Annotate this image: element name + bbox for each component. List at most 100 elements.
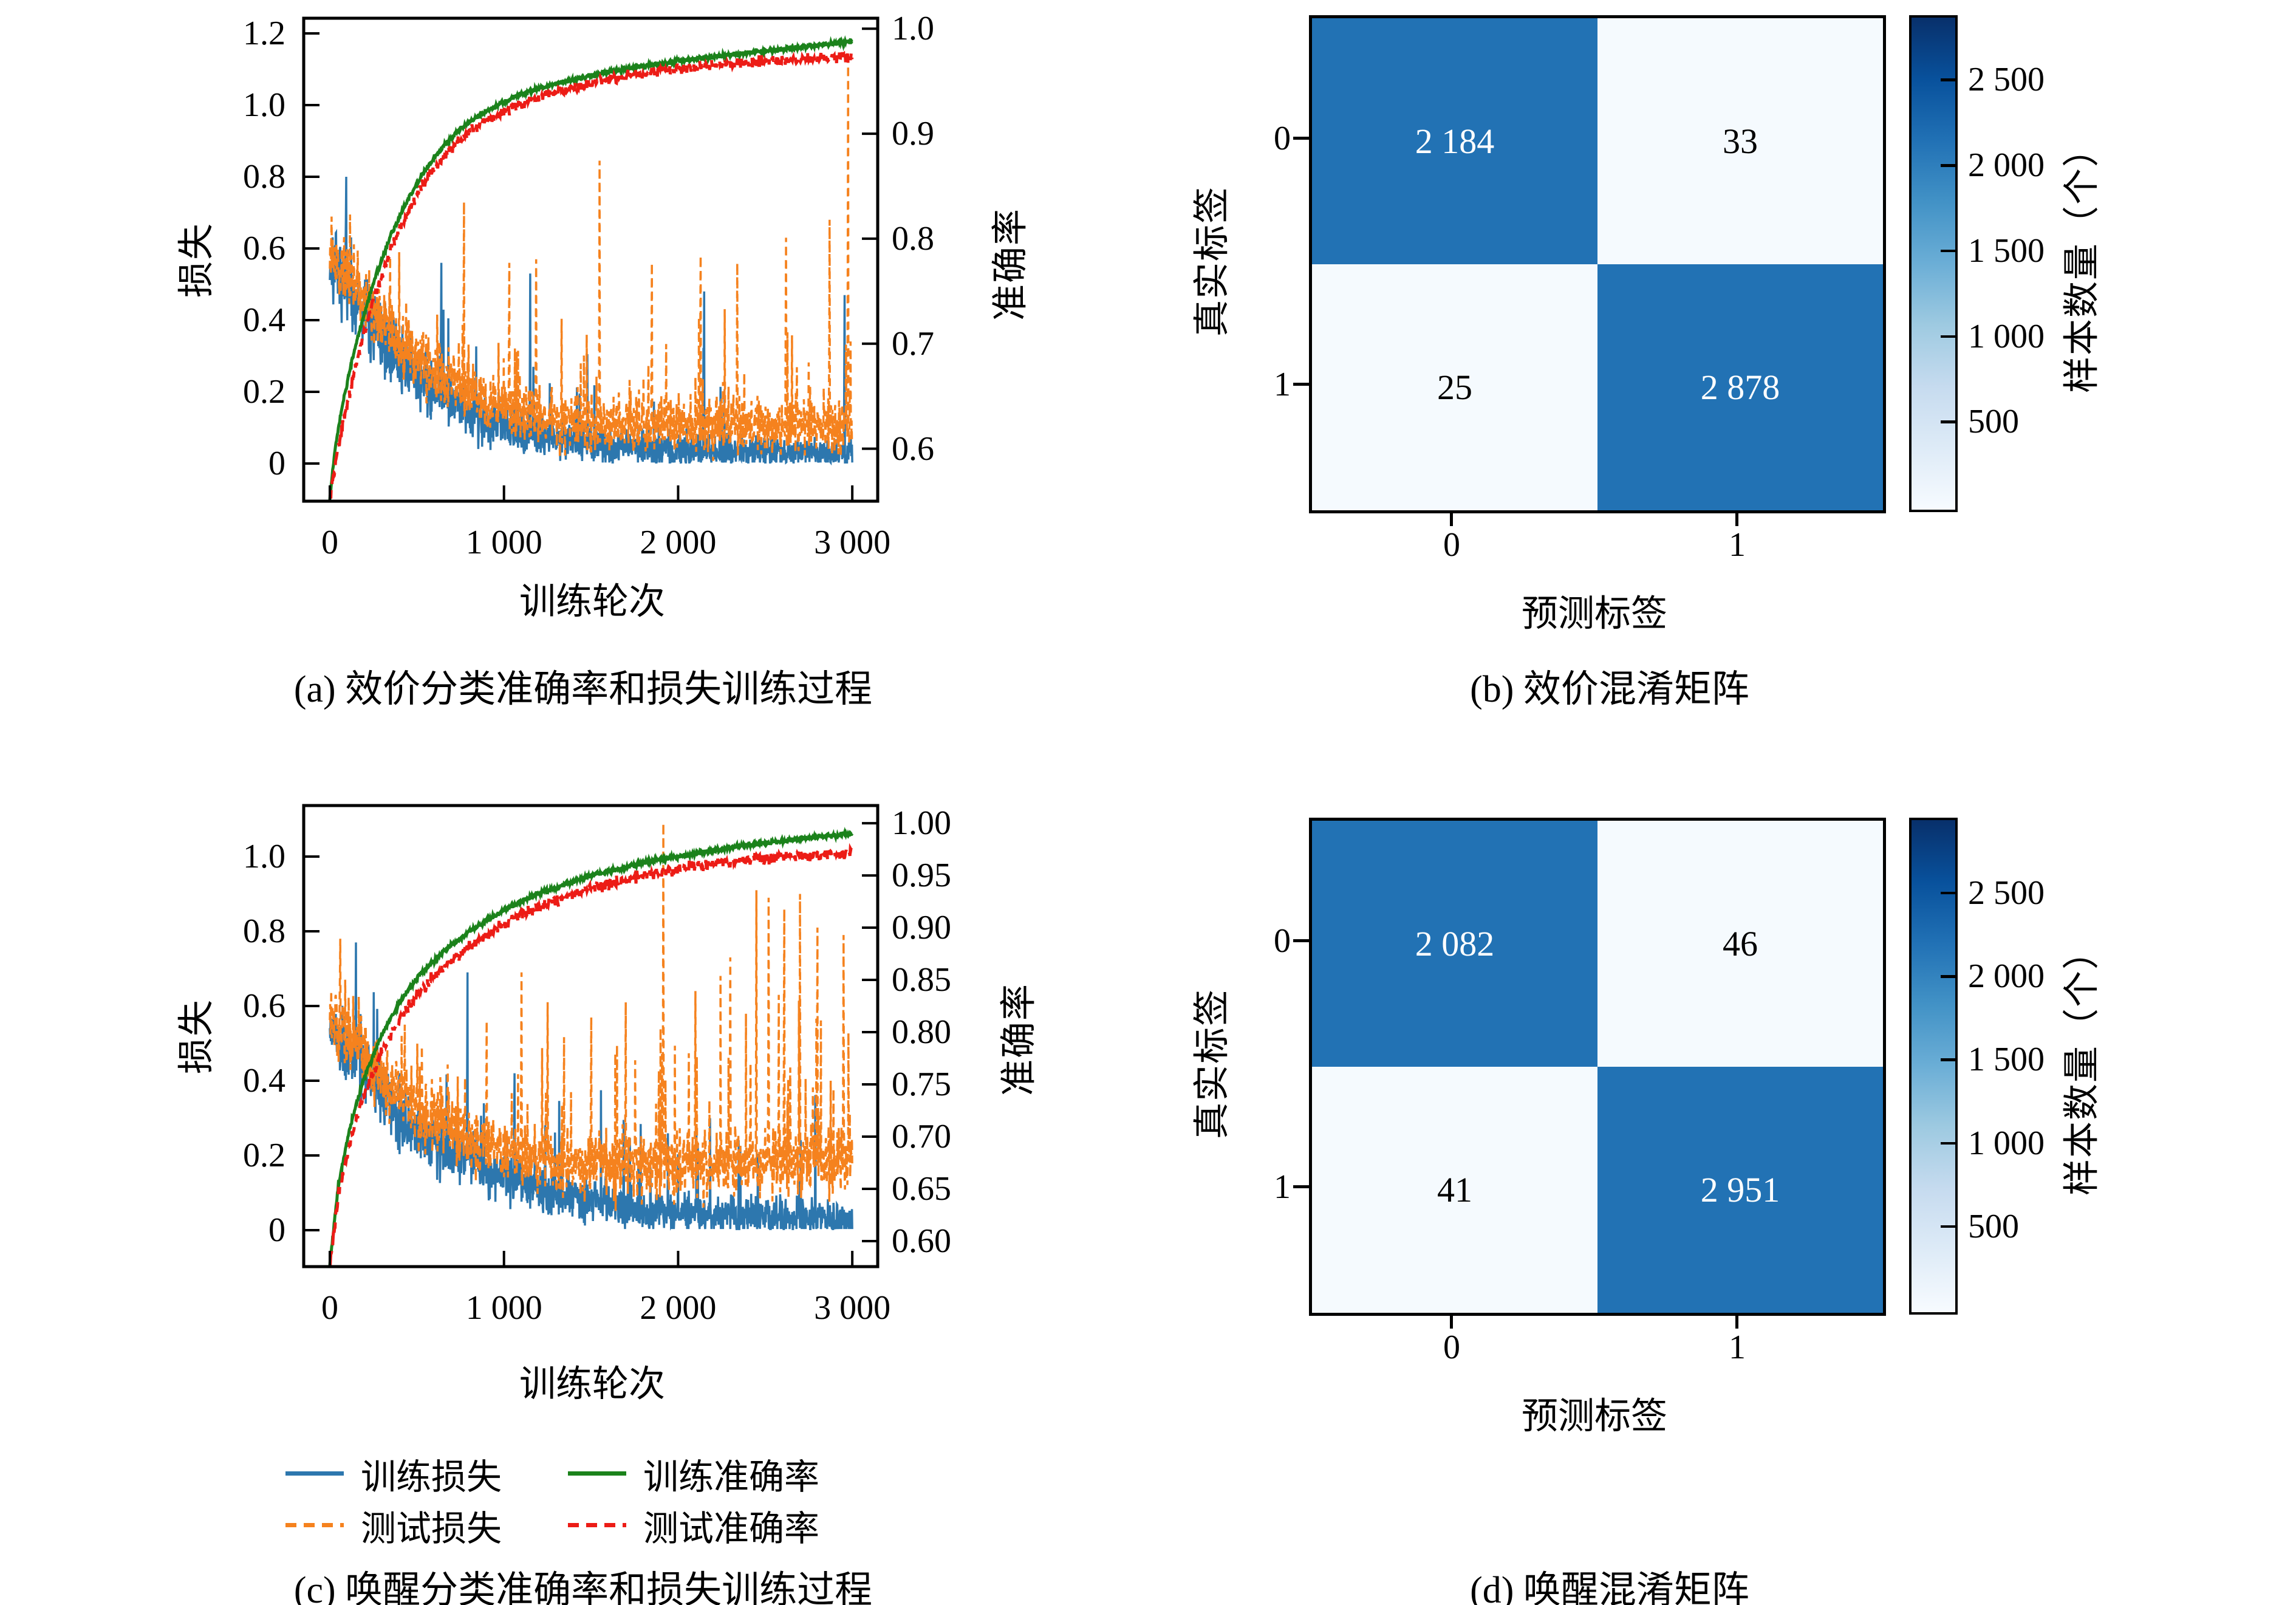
row-tick-mark bbox=[1293, 939, 1309, 942]
tick-label: 0.75 bbox=[892, 1066, 951, 1104]
row-tick-label-0: 0 bbox=[1274, 922, 1291, 960]
colorbar-tick-mark bbox=[1941, 975, 1955, 978]
row-tick-mark bbox=[1293, 137, 1309, 140]
matrix-cell-true1-pred0: 25 bbox=[1312, 264, 1597, 510]
x-axis-label-epochs: 训练轮次 bbox=[519, 1364, 665, 1405]
curve-训练准确率 bbox=[328, 35, 853, 500]
tick-label: 1 000 bbox=[465, 524, 542, 561]
curves bbox=[328, 823, 854, 1267]
tick-label: 0.90 bbox=[892, 909, 951, 947]
tick-label: 2 500 bbox=[1968, 61, 2045, 99]
curve-测试损失 bbox=[329, 58, 853, 461]
col-tick-label-0: 0 bbox=[1443, 526, 1460, 564]
legend-label-train-acc: 训练准确率 bbox=[643, 1457, 820, 1497]
tick-label: 0.2 bbox=[243, 1136, 285, 1174]
plot-box bbox=[302, 16, 880, 503]
curve-测试准确率 bbox=[328, 49, 854, 499]
tick-label: 0 bbox=[321, 524, 338, 561]
tick-label: 0.8 bbox=[243, 912, 285, 950]
legend-item-test-loss: 测试损失 bbox=[285, 1500, 568, 1551]
tick-label: 2 000 bbox=[640, 1289, 717, 1327]
matrix-cell-true1-pred0: 41 bbox=[1312, 1067, 1597, 1313]
tick-label: 0.7 bbox=[892, 324, 934, 363]
plot-box bbox=[302, 804, 880, 1268]
legend-label-test-acc: 测试准确率 bbox=[643, 1508, 820, 1549]
tick-label: 0.95 bbox=[892, 857, 951, 895]
tick-label: 500 bbox=[1968, 403, 2019, 441]
tick-label: 0 bbox=[321, 1289, 338, 1327]
row-tick-label-0: 0 bbox=[1274, 120, 1291, 157]
matrix-cell-true0-pred1: 46 bbox=[1597, 821, 1883, 1067]
tick-label: 1 000 bbox=[1968, 1124, 2045, 1162]
tick-label: 1.0 bbox=[243, 838, 285, 875]
tick-label: 0.80 bbox=[892, 1013, 951, 1052]
y-axis-label-accuracy: 准确率 bbox=[990, 208, 1031, 321]
legend-item-train-acc: 训练准确率 bbox=[568, 1448, 850, 1499]
tick-label: 0.70 bbox=[892, 1118, 951, 1156]
curves bbox=[328, 35, 854, 500]
legend-item-test-acc: 测试准确率 bbox=[568, 1500, 850, 1551]
row-tick-label-1: 1 bbox=[1274, 366, 1291, 403]
panel-valence-confusion-matrix: 2 184 33 25 2 878 0 1 0 1 真实标签 预测标签 样本数量… bbox=[1148, 0, 2296, 802]
colorbar-tick-mark bbox=[1941, 1058, 1955, 1061]
tick-label: 1.2 bbox=[243, 15, 285, 53]
caption-panel-b: (b) 效价混淆矩阵 bbox=[1470, 669, 1749, 710]
y-axis-label-true: 真实标签 bbox=[1192, 186, 1232, 337]
tick-label: 3 000 bbox=[814, 524, 891, 561]
tick-label: 2 000 bbox=[640, 524, 717, 561]
col-tick-label-0: 0 bbox=[1443, 1329, 1460, 1366]
y-axis-label-loss: 损失 bbox=[176, 222, 217, 298]
tick-label: 0 bbox=[268, 445, 285, 483]
tick-label: 1 000 bbox=[465, 1289, 542, 1327]
legend-line-test-loss bbox=[285, 1523, 344, 1527]
tick-label: 3 000 bbox=[814, 1289, 891, 1327]
colorbar-tick-mark bbox=[1941, 1141, 1955, 1145]
legend-label-test-loss: 测试损失 bbox=[361, 1508, 502, 1549]
tick-label: 0.85 bbox=[892, 961, 951, 999]
x-axis-label-predicted: 预测标签 bbox=[1522, 594, 1667, 634]
confusion-matrix-valence: 2 184 33 25 2 878 bbox=[1309, 15, 1886, 513]
row-tick-mark bbox=[1293, 1185, 1309, 1188]
tick-label: 0.6 bbox=[243, 230, 285, 268]
y-axis-label-true: 真实标签 bbox=[1192, 988, 1232, 1139]
line-chart-arousal bbox=[302, 804, 880, 1268]
colorbar-tick-mark bbox=[1941, 164, 1955, 167]
panel-arousal-training-curves: 损失 准确率 训练轮次 训练损失 测试损失 训练准确率 测试准确率 (c) 唤醒… bbox=[0, 802, 1148, 1605]
matrix-cell-true1-pred1: 2 878 bbox=[1597, 264, 1883, 510]
col-tick-label-1: 1 bbox=[1729, 1329, 1746, 1366]
tick-label: 2 000 bbox=[1968, 957, 2045, 996]
tick-label: 0 bbox=[268, 1211, 285, 1249]
tick-label: 0.65 bbox=[892, 1170, 951, 1208]
curve-测试准确率 bbox=[329, 843, 854, 1267]
legend-label-train-loss: 训练损失 bbox=[361, 1457, 502, 1497]
tick-label: 1.0 bbox=[892, 10, 934, 48]
caption-panel-c: (c) 唤醒分类准确率和损失训练过程 bbox=[293, 1570, 873, 1605]
matrix-cell-true0-pred1: 33 bbox=[1597, 18, 1883, 264]
colorbar-tick-mark bbox=[1941, 1225, 1955, 1228]
col-tick-mark bbox=[1735, 1313, 1738, 1329]
panel-valence-training-curves: 损失 准确率 训练轮次 (a) 效价分类准确率和损失训练过程 0 0.2 0.4 0.… bbox=[0, 0, 1148, 802]
matrix-cell-true1-pred1: 2 951 bbox=[1597, 1067, 1883, 1313]
tick-label: 500 bbox=[1968, 1207, 2019, 1245]
legend-line-train-loss bbox=[285, 1471, 344, 1476]
x-axis-label-predicted: 预测标签 bbox=[1522, 1396, 1667, 1437]
tick-label: 1 500 bbox=[1968, 231, 2045, 270]
tick-label: 1.00 bbox=[892, 804, 951, 843]
tick-label: 2 000 bbox=[1968, 146, 2045, 185]
col-tick-mark bbox=[1735, 510, 1738, 526]
colorbar-tick-mark bbox=[1941, 335, 1955, 338]
caption-panel-d: (d) 唤醒混淆矩阵 bbox=[1470, 1570, 1749, 1605]
caption-panel-a: (a) 效价分类准确率和损失训练过程 bbox=[293, 669, 873, 710]
confusion-matrix-arousal: 2 082 46 41 2 951 bbox=[1309, 818, 1886, 1316]
col-tick-label-1: 1 bbox=[1729, 526, 1746, 564]
curve-训练损失 bbox=[329, 942, 853, 1231]
matrix-cell-true0-pred0: 2 184 bbox=[1312, 18, 1597, 264]
matrix-cell-true0-pred0: 2 082 bbox=[1312, 821, 1597, 1067]
legend-line-test-acc bbox=[568, 1523, 626, 1527]
tick-label: 0.60 bbox=[892, 1222, 951, 1261]
colorbar-label: 样本数量（个） bbox=[2062, 129, 2102, 393]
tick-label: 0.8 bbox=[892, 219, 934, 258]
x-axis-label-epochs: 训练轮次 bbox=[519, 581, 665, 622]
panel-arousal-confusion-matrix: 2 082 46 41 2 951 0 1 0 1 真实标签 预测标签 样本数量… bbox=[1148, 802, 2296, 1605]
